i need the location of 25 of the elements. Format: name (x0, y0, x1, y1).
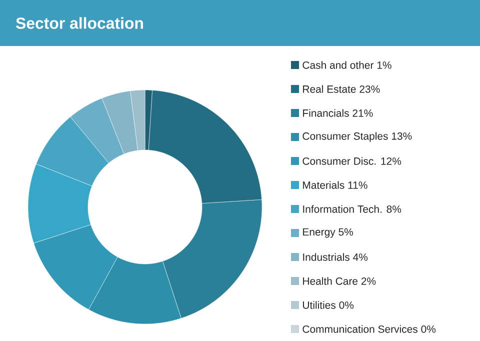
data-label: 4% (353, 253, 368, 261)
text: 0% (421, 325, 436, 333)
legend-label: Consumer Staples (302, 132, 388, 142)
legend-label: Real Estate (303, 85, 356, 93)
legend-label: Consumer Disc. (302, 157, 376, 165)
legend-label: Communication Services (302, 325, 418, 333)
data-label: 1% (377, 61, 392, 69)
legend-label: Materials (303, 181, 344, 189)
data-label: 13% (392, 132, 412, 140)
data-label: 11% (348, 181, 368, 189)
legend-label: Cash and other (302, 61, 374, 69)
legend-label: Utilities (303, 301, 336, 309)
data-label: 8% (386, 205, 402, 213)
data-label: 2% (361, 277, 376, 285)
legend-label: Information Tech. (303, 205, 382, 213)
data-label: 5% (338, 228, 353, 236)
chart-title: Sector allocation (16, 17, 143, 29)
text: 0% (339, 301, 354, 309)
data-label: 21% (352, 109, 373, 117)
legend-label: Industrials (303, 253, 350, 261)
data-label: 23% (360, 85, 380, 93)
legend-label: Energy (303, 228, 336, 238)
legend-label: Health Care (303, 277, 358, 285)
legend-label: Financials (303, 109, 349, 117)
data-label: 12% (381, 157, 402, 165)
